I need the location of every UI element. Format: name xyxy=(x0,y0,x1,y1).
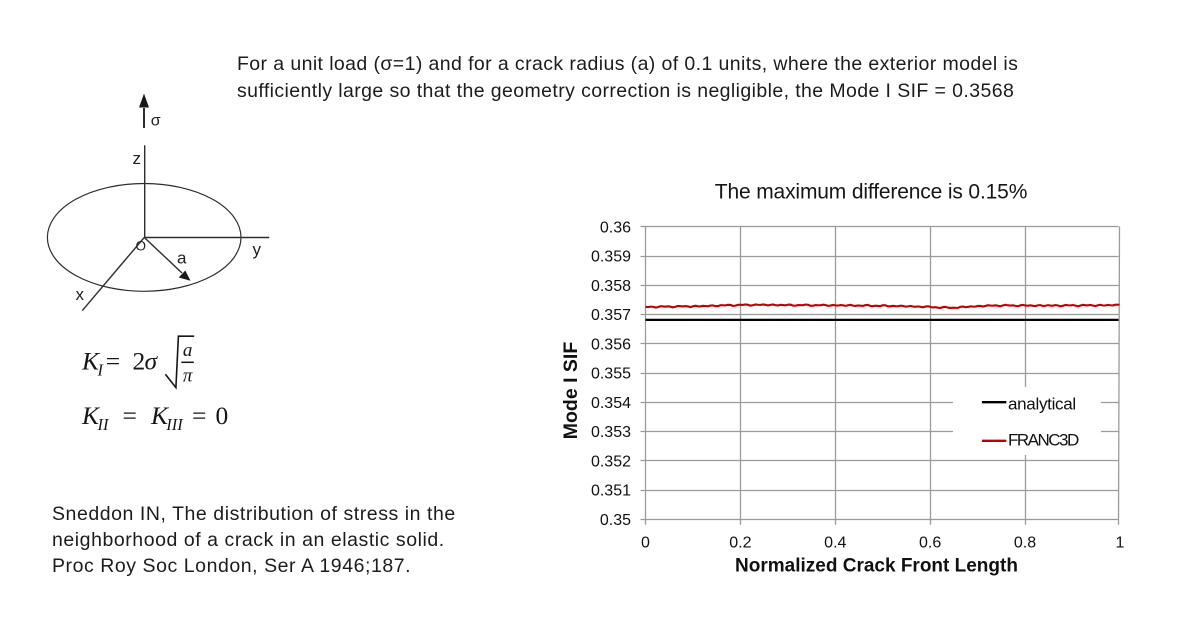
svg-text:0.8: 0.8 xyxy=(1014,535,1036,552)
svg-text:The maximum difference is 0.15: The maximum difference is 0.15% xyxy=(715,181,1027,204)
svg-text:y: y xyxy=(253,240,262,259)
svg-text:σ: σ xyxy=(145,347,159,376)
svg-text:Mode I SIF: Mode I SIF xyxy=(560,342,582,440)
svg-text:0.352: 0.352 xyxy=(591,453,631,470)
svg-text:0.354: 0.354 xyxy=(591,395,631,412)
svg-text:II: II xyxy=(97,415,110,434)
svg-text:=: = xyxy=(123,401,137,430)
svg-text:0.2: 0.2 xyxy=(729,535,751,552)
svg-text:0.359: 0.359 xyxy=(591,249,631,266)
svg-text:0.4: 0.4 xyxy=(824,535,846,552)
svg-text:x: x xyxy=(76,285,85,304)
svg-text:0.351: 0.351 xyxy=(591,483,631,500)
svg-text:=: = xyxy=(192,401,206,430)
svg-text:0.356: 0.356 xyxy=(591,336,631,353)
svg-text:0.357: 0.357 xyxy=(591,307,631,324)
svg-text:III: III xyxy=(165,415,184,434)
svg-text:0.36: 0.36 xyxy=(600,219,631,236)
svg-text:FRANC3D: FRANC3D xyxy=(1008,431,1079,450)
svg-text:analytical: analytical xyxy=(1008,395,1076,414)
svg-text:Normalized Crack Front Length: Normalized Crack Front Length xyxy=(735,556,1018,577)
svg-text:2: 2 xyxy=(133,347,146,376)
svg-text:K: K xyxy=(150,401,170,430)
svg-text:O: O xyxy=(136,239,147,254)
svg-text:0.358: 0.358 xyxy=(591,278,631,295)
svg-text:z: z xyxy=(133,149,142,168)
svg-text:0.35: 0.35 xyxy=(600,512,631,529)
svg-text:=: = xyxy=(106,347,120,376)
svg-text:σ: σ xyxy=(151,113,161,130)
svg-text:K: K xyxy=(81,347,101,376)
svg-text:a: a xyxy=(177,249,187,268)
svg-text:K: K xyxy=(81,401,101,430)
svg-text:1: 1 xyxy=(1115,535,1124,552)
svg-text:0: 0 xyxy=(641,535,650,552)
svg-text:a: a xyxy=(183,340,193,361)
svg-text:0.353: 0.353 xyxy=(591,424,631,441)
svg-text:0.6: 0.6 xyxy=(919,535,941,552)
svg-text:0.355: 0.355 xyxy=(591,366,631,383)
svg-text:I: I xyxy=(97,361,105,380)
svg-text:0: 0 xyxy=(216,401,229,430)
svg-text:π: π xyxy=(183,366,193,387)
